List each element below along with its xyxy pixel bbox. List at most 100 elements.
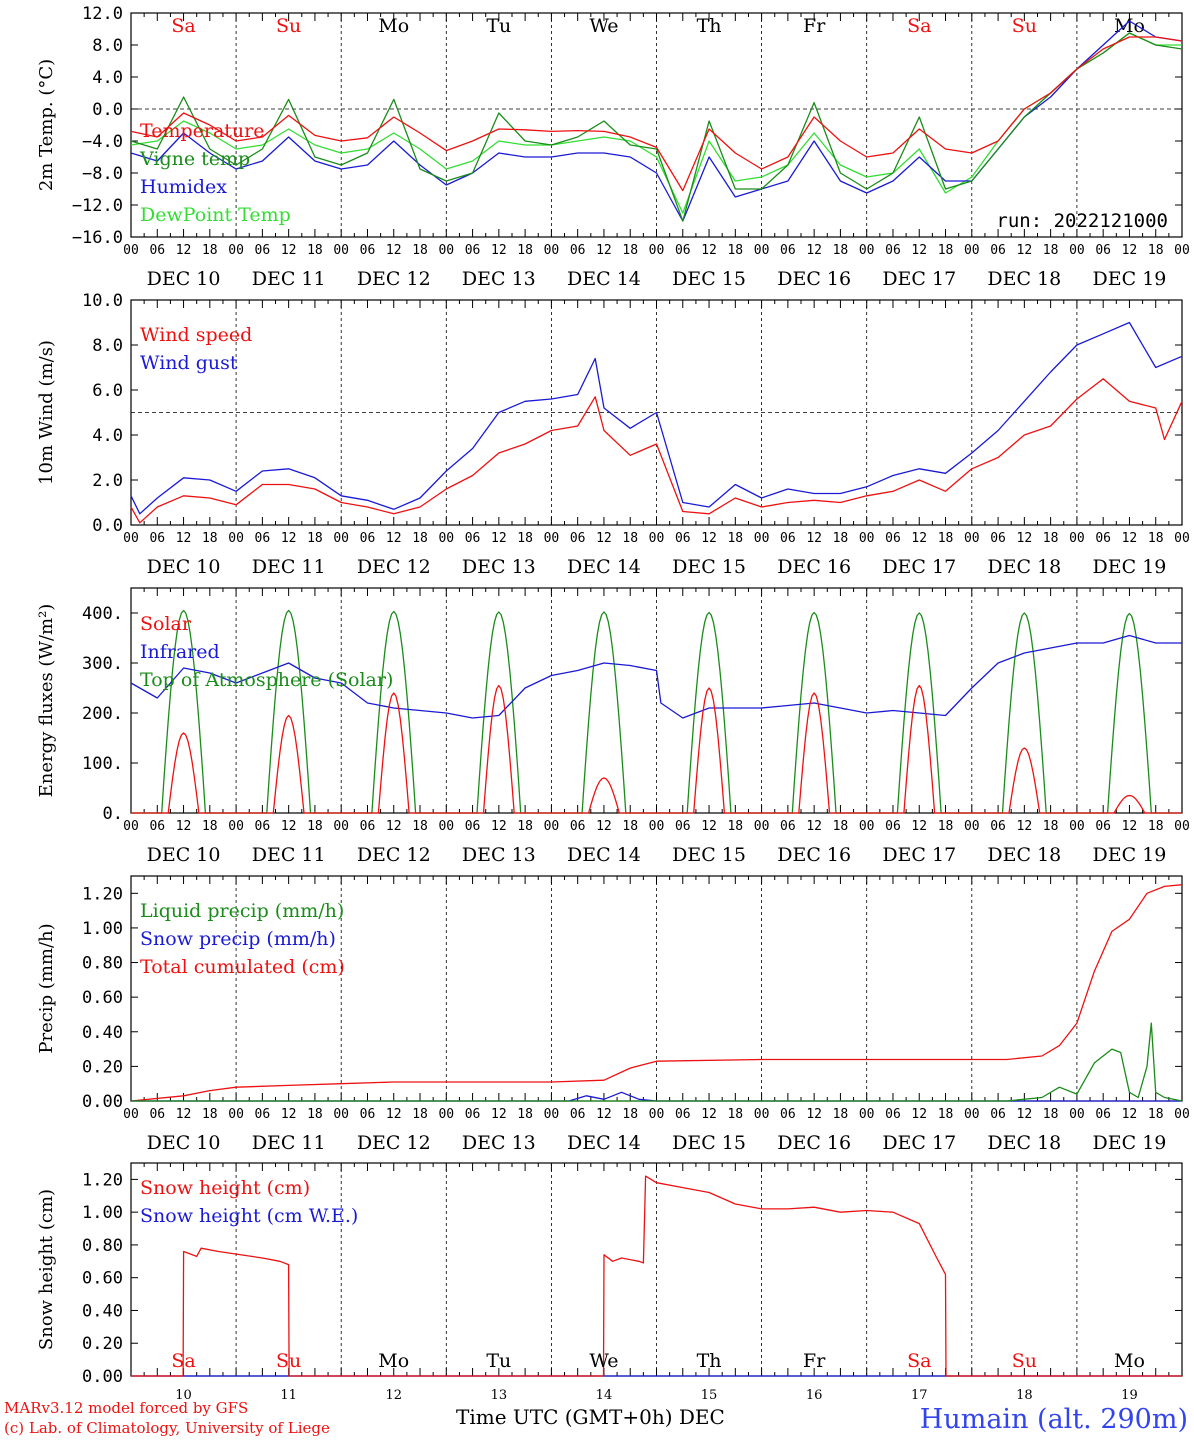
- y-tick-label: 400.: [82, 604, 123, 624]
- hour-tick-label: 12: [1122, 531, 1138, 546]
- hour-tick-label: 00: [964, 243, 980, 258]
- date-label: DEC 16: [777, 268, 851, 290]
- hour-tick-label: 18: [833, 819, 849, 834]
- y-tick-label: 0.00: [82, 1092, 123, 1112]
- series-line-snow-height-cm: [131, 1175, 1182, 1377]
- y-tick-label: 6.0: [92, 381, 123, 401]
- y-tick-label: 0.0: [92, 100, 123, 120]
- hour-tick-label: 18: [412, 1107, 428, 1122]
- date-label: DEC 18: [987, 844, 1061, 866]
- hour-tick-label: 18: [202, 531, 218, 546]
- hour-tick-label: 12: [176, 1107, 192, 1122]
- hour-tick-label: 18: [1148, 1107, 1164, 1122]
- date-label: DEC 10: [147, 844, 221, 866]
- hour-tick-label: 00: [1069, 1107, 1085, 1122]
- date-label: DEC 19: [1093, 268, 1167, 290]
- hour-tick-label: 12: [491, 1107, 507, 1122]
- hour-tick-label: 00: [544, 819, 560, 834]
- hour-tick-label: 06: [780, 243, 796, 258]
- weekday-label: Su: [1012, 15, 1037, 37]
- hour-tick-label: 18: [517, 243, 533, 258]
- hour-tick-label: 00: [333, 531, 349, 546]
- hour-tick-label: 18: [938, 1107, 954, 1122]
- hour-tick-label: 06: [1095, 531, 1111, 546]
- hour-tick-label: 18: [1043, 819, 1059, 834]
- hour-tick-label: 18: [938, 819, 954, 834]
- hour-tick-label: 06: [885, 819, 901, 834]
- credit-lab: (c) Lab. of Climatology, University of L…: [4, 1419, 330, 1437]
- weekday-label: Tu: [486, 15, 511, 37]
- y-tick-label: 8.0: [92, 336, 123, 356]
- hour-tick-label: 06: [255, 819, 271, 834]
- hour-tick-label: 06: [255, 531, 271, 546]
- hour-tick-label: 06: [675, 819, 691, 834]
- bottom-day-labels: Sa 10 Su 11 Mo 12 Tu 13 We 14 Th 15 Fr 16 Sa 17 Su 18 Mo 19: [171, 1350, 1145, 1403]
- hour-tick-label: 06: [780, 531, 796, 546]
- weekday-label: We: [589, 1350, 618, 1372]
- y-axis-title: 10m Wind (m/s): [36, 340, 57, 485]
- panel-1: 12.0 8.0 4.0 0.0 −4.0 −8.0 −12.0 −16.0 2m Temp. …: [36, 4, 1190, 290]
- y-tick-label: 200.: [82, 704, 123, 724]
- hour-tick-label: 00: [754, 1107, 770, 1122]
- hour-tick-label: 00: [1174, 243, 1190, 258]
- date-label: DEC 13: [462, 844, 536, 866]
- y-axis-title: Precip (mm/h): [36, 923, 57, 1053]
- legend-entry: Snow height (cm): [140, 1177, 310, 1199]
- y-tick-label: 1.00: [82, 919, 123, 939]
- y-tick-label: 0.: [103, 804, 123, 824]
- hour-tick-label: 00: [438, 819, 454, 834]
- date-label: DEC 17: [882, 556, 956, 578]
- hour-tick-label: 00: [333, 1107, 349, 1122]
- legend-entry: Wind speed: [140, 324, 252, 346]
- legend-entry: Snow height (cm W.E.): [140, 1205, 358, 1227]
- series-line-temperature: [130, 36, 1183, 192]
- y-tick-label: 0.20: [82, 1334, 123, 1354]
- weekday-label: Mo: [1114, 1350, 1145, 1372]
- y-tick-label: 0.60: [82, 988, 123, 1008]
- hour-tick-label: 00: [649, 819, 665, 834]
- y-axis-title: 2m Temp. (°C): [36, 59, 57, 191]
- date-label: DEC 11: [252, 556, 326, 578]
- hour-tick-label: 12: [1017, 1107, 1033, 1122]
- weekday-label: Th: [697, 1350, 722, 1372]
- y-tick-label: −12.0: [72, 196, 123, 216]
- hour-tick-label: 00: [123, 819, 139, 834]
- hour-tick-label: 06: [570, 243, 586, 258]
- hour-tick-label: 18: [202, 1107, 218, 1122]
- day-number-label: 13: [491, 1388, 508, 1403]
- hour-tick-label: 06: [675, 531, 691, 546]
- hour-tick-label: 00: [438, 531, 454, 546]
- series-line-liquid-precip-mm-h: [131, 1022, 1183, 1102]
- hour-tick-label: 18: [938, 243, 954, 258]
- hour-tick-label: 00: [228, 243, 244, 258]
- hour-tick-label: 06: [360, 1107, 376, 1122]
- hour-tick-label: 12: [491, 243, 507, 258]
- series-line-wind-gust: [130, 321, 1183, 515]
- weekday-label: Tu: [486, 1350, 511, 1372]
- date-label: DEC 17: [882, 268, 956, 290]
- date-label: DEC 16: [777, 1132, 851, 1154]
- hour-tick-label: 06: [1095, 819, 1111, 834]
- hour-tick-label: 06: [255, 1107, 271, 1122]
- y-tick-label: 0.0: [92, 516, 123, 536]
- hour-tick-label: 06: [990, 531, 1006, 546]
- hour-tick-label: 00: [859, 819, 875, 834]
- hour-tick-label: 18: [517, 819, 533, 834]
- series-line-solar: [131, 684, 1182, 814]
- hour-tick-label: 06: [570, 531, 586, 546]
- hour-tick-label: 06: [780, 1107, 796, 1122]
- hour-tick-label: 12: [596, 243, 612, 258]
- panel-3: 400. 300. 200. 100. 0. Energy fluxes (W/m²) 00…: [36, 587, 1190, 866]
- xaxis-title: Time UTC (GMT+0h) DEC: [456, 1405, 725, 1429]
- legend-entry: Snow precip (mm/h): [140, 928, 336, 950]
- date-label: DEC 14: [567, 844, 641, 866]
- hour-tick-label: 12: [701, 1107, 717, 1122]
- hour-tick-label: 00: [754, 531, 770, 546]
- legend-entry: Humidex: [140, 176, 227, 198]
- hour-tick-label: 06: [255, 243, 271, 258]
- hour-tick-label: 12: [911, 243, 927, 258]
- weekday-label: Mo: [1114, 15, 1145, 37]
- hour-tick-label: 06: [360, 819, 376, 834]
- hour-tick-label: 18: [622, 1107, 638, 1122]
- date-label: DEC 12: [357, 844, 431, 866]
